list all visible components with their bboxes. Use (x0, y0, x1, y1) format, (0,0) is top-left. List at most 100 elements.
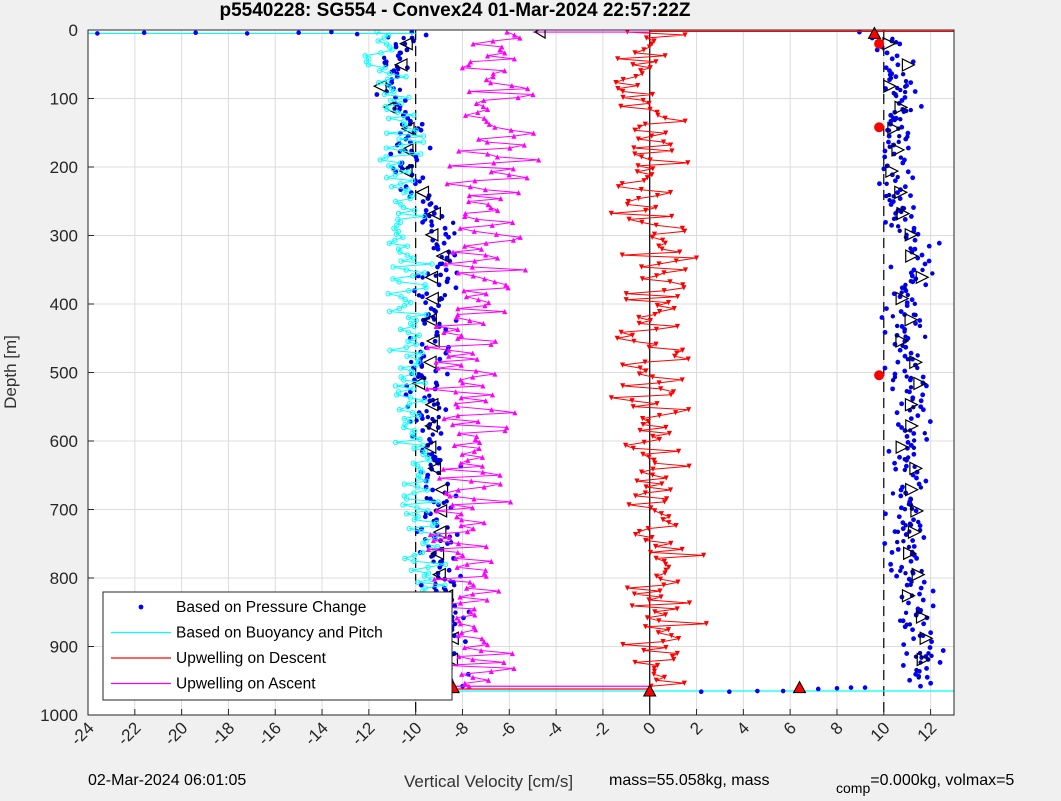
series-2-profile-0-point-25 (618, 103, 624, 109)
series-1-profile-0-point-61 (395, 210, 402, 217)
series-2-profile-0-point-32 (636, 124, 643, 130)
series-0-profile-1-triangle-16 (913, 376, 928, 391)
x-tick-label-4: -16 (254, 718, 285, 749)
series-1-profile-0-point-26 (384, 106, 390, 113)
series-2-profile-0-point-127 (686, 407, 692, 413)
series-1-profile-0-point-176 (411, 552, 417, 559)
series-1-profile-0-point-97 (413, 317, 419, 324)
series-3-profile-0-point-109 (446, 353, 452, 359)
series-3-profile-0-point-104 (492, 338, 498, 344)
series-3-profile-0-point-83 (481, 276, 488, 282)
series-2-profile-0-point-200 (642, 624, 649, 630)
series-0-profile-1-extra-65 (895, 85, 900, 91)
series-0-profile-1-triangle-11 (915, 270, 930, 285)
x-tick-label-11: -2 (589, 718, 613, 742)
series-0-profile-1-triangle-1 (901, 57, 916, 72)
series-2-profile-0-point-125 (654, 401, 660, 407)
series-1-profile-0-point-8 (362, 53, 368, 59)
series-3-profile-0-point-199 (457, 621, 464, 627)
series-3-profile-0-point-123 (458, 395, 464, 401)
series-0-profile-1-point-130 (908, 416, 914, 422)
series-2-profile-0-point-65 (653, 222, 659, 228)
series-1-profile-0-point-135 (409, 430, 415, 437)
series-1-profile-0-point-15 (403, 73, 409, 80)
series-1-profile-0-point-168 (418, 528, 424, 535)
series-3-profile-0-point-25 (480, 103, 486, 109)
series-3-profile-0-point-134 (502, 427, 508, 434)
series-0-profile-0-point-31 (419, 121, 425, 127)
series-2-profile-0-point-34 (663, 130, 669, 136)
series-1-profile-0-point-24 (398, 100, 404, 107)
series-0-profile-1-extra-70 (902, 467, 908, 473)
series-1-profile-0-point-127 (396, 406, 403, 413)
series-2-profile-0-point-142 (640, 451, 646, 457)
series-0-profile-1-point-96 (879, 315, 885, 320)
series-0-profile-0-point-41 (388, 151, 394, 157)
series-1-profile-0-point-73 (395, 246, 402, 252)
series-0-profile-0-point-88 (424, 291, 430, 297)
series-3-profile-0-point-143 (479, 454, 486, 460)
bottom-dot-6 (848, 685, 854, 690)
series-0-profile-0-extra-88 (438, 272, 443, 278)
series-0-profile-0-extra-74 (428, 462, 433, 468)
series-3-profile-0-point-102 (458, 332, 464, 338)
series-0-profile-0-triangle-12 (424, 291, 439, 306)
series-2-profile-0-point-4 (649, 41, 655, 47)
series-0-profile-1-extra-41 (911, 445, 917, 451)
series-1-profile-0-point-81 (421, 270, 428, 276)
series-0-profile-1-point-52 (902, 184, 908, 190)
series-3-profile-0-point-138 (477, 439, 483, 446)
series-1-profile-0-point-103 (410, 335, 417, 342)
series-0-profile-0-point-36 (403, 136, 409, 142)
series-0-profile-1-point-220 (918, 683, 923, 689)
series-0-profile-0-point-1 (423, 32, 429, 38)
series-3-profile-0-point-93 (455, 305, 461, 312)
series-1-profile-0-point-42 (383, 154, 389, 160)
series-1-profile-0-point-171 (423, 537, 429, 544)
series-3-profile-0-point-89 (463, 294, 470, 300)
series-2-profile-0-point-219 (681, 680, 687, 686)
series-2-profile-0-point-196 (662, 612, 669, 618)
series-0-profile-0-point-79 (435, 264, 440, 270)
series-3-profile-0-point-50 (472, 178, 478, 184)
series-2-profile-0-point-169 (632, 531, 639, 538)
series-0-profile-1-extra-10 (895, 174, 900, 180)
series-1-profile-0-point-4 (383, 41, 390, 47)
series-1-profile-0-point-80 (403, 267, 410, 273)
series-3-profile-0-point-62 (462, 213, 468, 220)
series-2-profile-0-point-157 (663, 496, 670, 502)
series-1-profile-0-point-178 (411, 558, 417, 565)
series-2-profile-0-point-218 (653, 677, 659, 683)
series-2-profile-0-point-215 (651, 668, 658, 674)
series-2-profile-0-point-35 (649, 133, 655, 139)
series-0-profile-0-extra-77 (433, 273, 438, 278)
series-0-profile-1-point-138 (905, 440, 911, 445)
series-2-profile-0-point-137 (656, 436, 663, 443)
series-1-profile-0-point-177 (402, 555, 408, 562)
series-0-profile-1-point-127 (920, 407, 926, 413)
series-0-profile-0-point-181 (446, 567, 452, 573)
series-0-profile-1-extra-46 (890, 377, 896, 383)
series-0-profile-1-point-37 (886, 139, 891, 145)
series-3-profile-0-point-156 (447, 493, 453, 499)
series-0-profile-0-extra-45 (431, 246, 436, 251)
series-2-profile-0-point-71 (662, 240, 668, 246)
series-1-profile-0-point-140 (411, 445, 417, 452)
series-0-profile-0-point-71 (441, 240, 447, 246)
series-2-profile-0-point-9 (615, 56, 621, 62)
series-0-profile-0-extra-33 (423, 510, 429, 516)
series-3-profile-0-point-72 (462, 243, 468, 249)
series-1-profile-0-point-87 (405, 288, 412, 294)
series-1-profile-0-point-144 (426, 457, 433, 463)
series-3-profile-0-point-120 (424, 386, 430, 392)
series-3-profile-0-point-128 (512, 410, 518, 416)
series-0-profile-1-extra-107 (920, 267, 925, 273)
series-3-profile-0-point-75 (482, 252, 489, 258)
series-0-profile-0-extra-62 (397, 87, 403, 93)
series-2-profile-0-point-83 (639, 276, 645, 282)
series-1-profile-0-point-57 (392, 198, 399, 205)
series-3-profile-0-point-77 (472, 258, 478, 264)
series-2-profile-0-point-106 (646, 344, 652, 350)
series-0-profile-0-point-157 (428, 496, 433, 502)
series-2-profile-0-point-96 (636, 314, 642, 321)
